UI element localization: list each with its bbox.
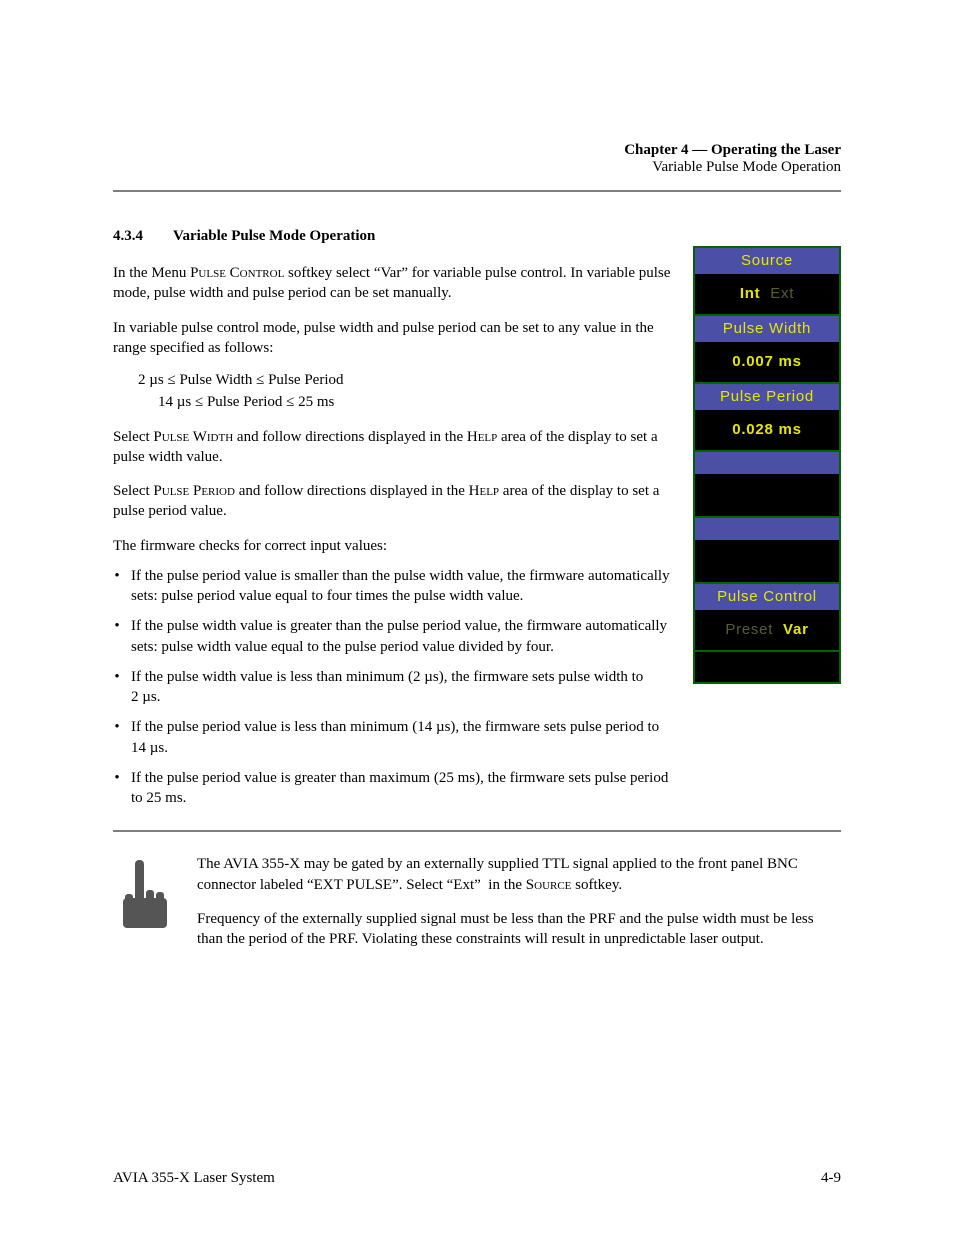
footer-product: AVIA 355-X Laser System <box>113 1170 275 1186</box>
panel-source-value[interactable]: Int Ext <box>695 274 839 314</box>
panel-empty-value-2 <box>695 540 839 582</box>
panel-empty-value-1 <box>695 474 839 516</box>
rule-1: 2 µs ≤ Pulse Width ≤ Pulse Period <box>138 370 673 390</box>
panel-source-ext: Ext <box>770 285 794 302</box>
panel-pulse-width-header: Pulse Width <box>695 316 839 342</box>
paragraph-2: In variable pulse control mode, pulse wi… <box>113 318 673 359</box>
section-title: Variable Pulse Mode Operation <box>173 228 375 245</box>
notice-paragraph-2: Frequency of the externally supplied sig… <box>197 909 841 950</box>
panel-source-header: Source <box>695 248 839 274</box>
bullet-4: •If the pulse period value is less than … <box>113 717 673 758</box>
panel-pulse-width-value[interactable]: 0.007 ms <box>695 342 839 382</box>
panel-empty-header-1 <box>695 452 839 474</box>
bullet-2: •If the pulse width value is greater tha… <box>113 616 673 657</box>
softkey-panel: Source Int Ext Pulse Width 0.007 ms Puls… <box>693 246 841 684</box>
bullet-3: •If the pulse width value is less than m… <box>113 667 673 708</box>
notice-hand-icon <box>113 854 177 939</box>
page-header-subtitle: Variable Pulse Mode Operation <box>652 159 841 175</box>
footer-page-number: 4-9 <box>821 1170 841 1187</box>
rule-2: 14 µs ≤ Pulse Period ≤ 25 ms <box>158 392 673 412</box>
bullet-5: •If the pulse period value is greater th… <box>113 768 673 809</box>
paragraph-3: Select Pulse Width and follow directions… <box>113 427 673 468</box>
panel-empty-bottom <box>695 652 839 682</box>
notice-divider <box>113 830 841 832</box>
panel-empty-header-2 <box>695 518 839 540</box>
panel-pulse-period-header: Pulse Period <box>695 384 839 410</box>
panel-pulse-period-value[interactable]: 0.028 ms <box>695 410 839 450</box>
section-number: 4.3.4 <box>113 228 143 245</box>
panel-preset-option: Preset <box>725 621 773 638</box>
panel-pulse-control-header: Pulse Control <box>695 584 839 610</box>
bullet-1: •If the pulse period value is smaller th… <box>113 566 673 607</box>
paragraph-4: Select Pulse Period and follow direction… <box>113 481 673 522</box>
panel-source-int: Int <box>740 285 761 302</box>
paragraph-1: In the Menu Pulse Control softkey select… <box>113 263 673 304</box>
page-header-title: Chapter 4 — Operating the Laser <box>624 142 841 158</box>
panel-var-option: Var <box>783 621 809 638</box>
notice-paragraph-1: The AVIA 355-X may be gated by an extern… <box>197 854 841 895</box>
panel-pulse-control-value[interactable]: Preset Var <box>695 610 839 650</box>
paragraph-5: The firmware checks for correct input va… <box>113 536 673 556</box>
header-divider <box>113 190 841 192</box>
